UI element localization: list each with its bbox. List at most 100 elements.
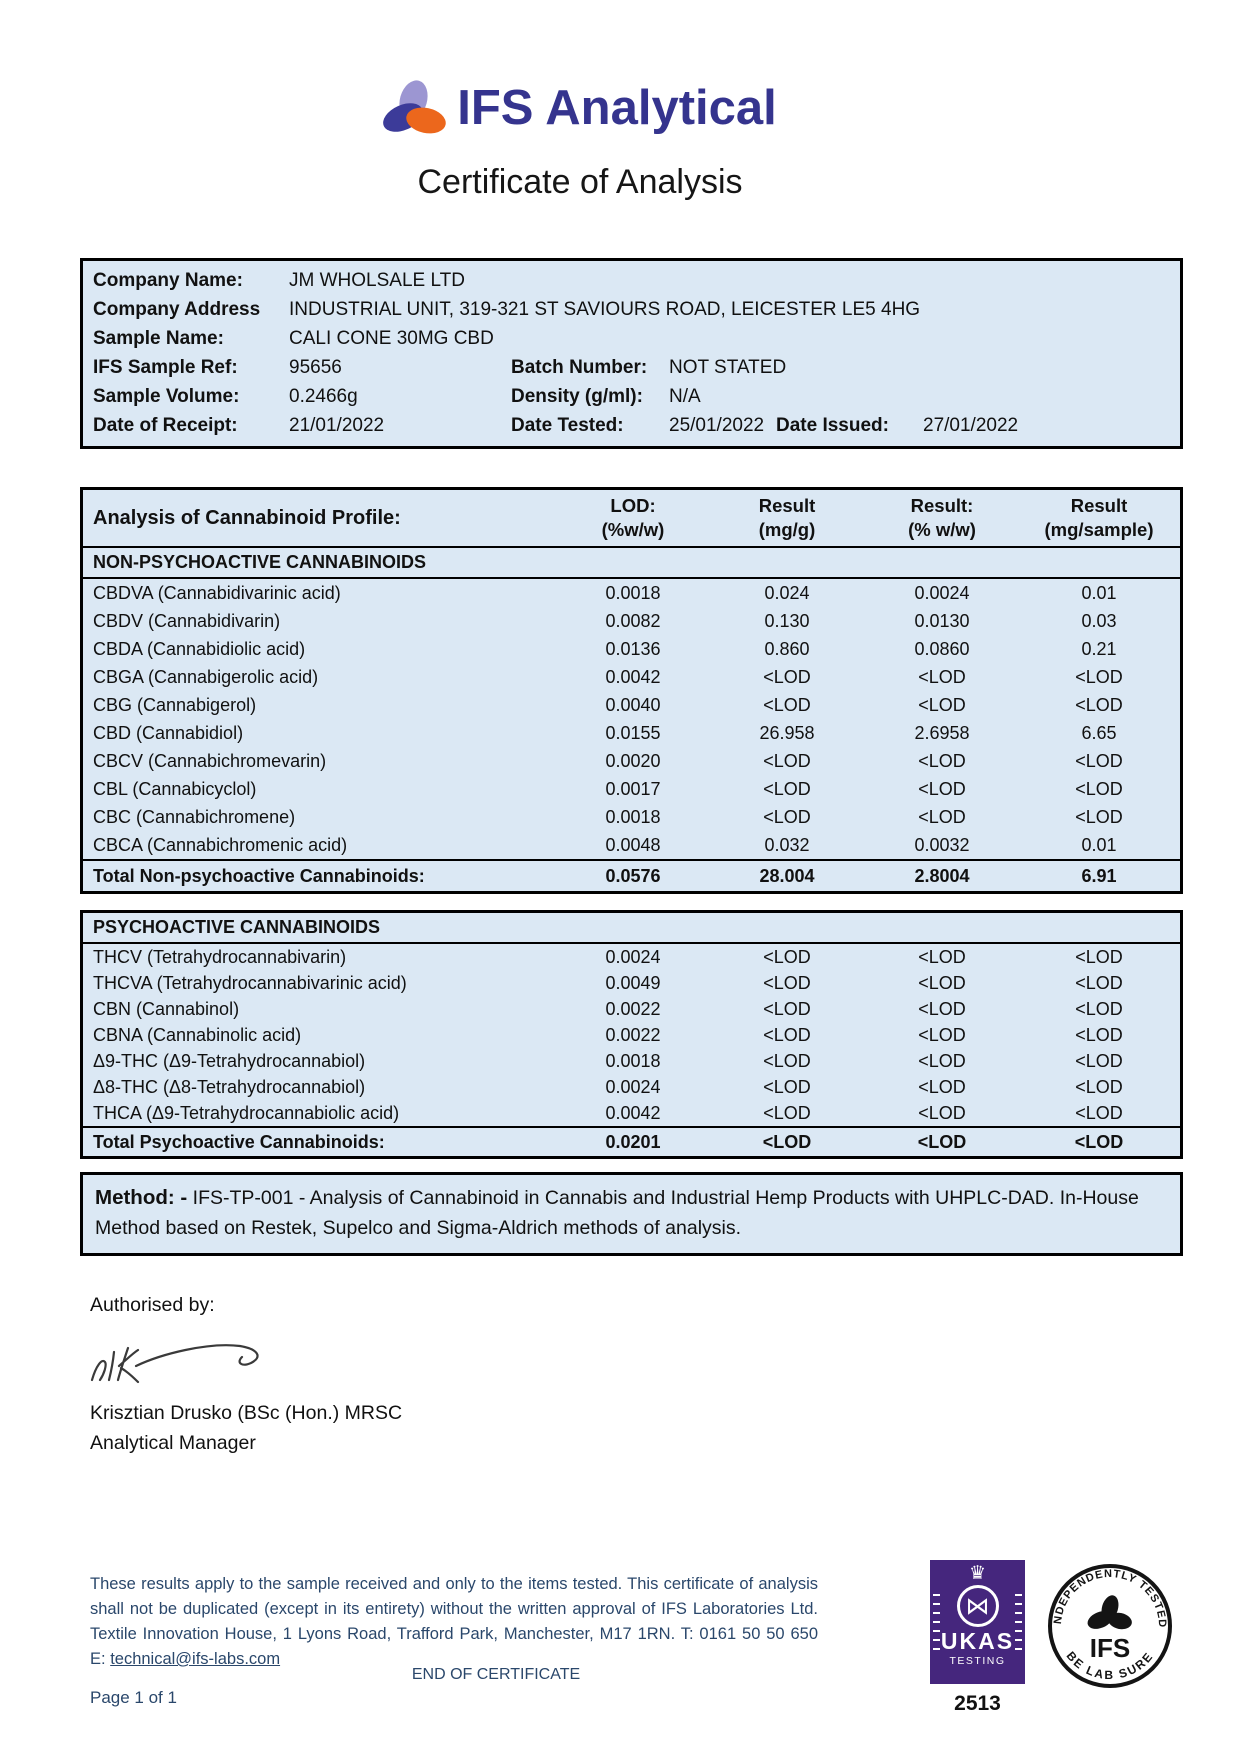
analyte-value: 0.01 — [1081, 835, 1117, 855]
table-row: Δ8-THC (Δ8-Tetrahydrocannabiol) 0.0024 <LO… — [83, 1074, 1180, 1100]
analyte-value: <LOD — [918, 947, 966, 967]
analyte-value: 0.0020 — [605, 751, 661, 771]
signer-name: Krisztian Drusko (BSc (Hon.) MRSC — [90, 1402, 403, 1424]
analyte-name: CBDVA (Cannabidivarinic acid) — [93, 583, 341, 603]
analyte-value: 0.0048 — [605, 835, 661, 855]
analyte-value: <LOD — [1075, 751, 1123, 771]
analyte-value: 0.0860 — [914, 639, 970, 659]
analyte-name: CBC (Cannabichromene) — [93, 807, 296, 827]
table-row: CBDA (Cannabidiolic acid) 0.0136 0.860 0.08… — [83, 635, 1180, 663]
method-text: IFS-TP-001 - Analysis of Cannabinoid in … — [95, 1187, 1139, 1239]
total-row: Total Non-psychoactive Cannabinoids: 0.0… — [83, 859, 1180, 891]
analyte-value: 0.21 — [1081, 639, 1117, 659]
analyte-value: <LOD — [918, 1103, 966, 1123]
footer-disclaimer: These results apply to the sample receiv… — [90, 1572, 818, 1672]
info-row: Sample Volume: 0.2466g Density (g/ml): N… — [83, 382, 1180, 411]
analyte-value: 0.0022 — [605, 999, 661, 1019]
section-heading: PSYCHOACTIVE CANNABINOIDS — [83, 913, 1180, 944]
info-label: Date Tested: — [511, 415, 624, 436]
analyte-value: 0.0040 — [605, 695, 661, 715]
analyte-name: CBCA (Cannabichromenic acid) — [93, 835, 348, 855]
analyte-value: <LOD — [763, 947, 811, 967]
analyte-value: 0.0018 — [605, 807, 661, 827]
seal-logo-icon — [1087, 1595, 1132, 1630]
ukas-sublabel: TESTING — [949, 1655, 1006, 1667]
column-header-lod: LOD: (%w/w) — [558, 494, 708, 542]
info-value: 25/01/2022 — [669, 415, 765, 436]
signer-role: Analytical Manager — [90, 1432, 256, 1454]
info-row: Company Address INDUSTRIAL UNIT, 319-321… — [83, 295, 1180, 324]
info-label: IFS Sample Ref: — [93, 357, 238, 378]
info-value: CALI CONE 30MG CBD — [289, 328, 494, 349]
analyte-value: <LOD — [918, 751, 966, 771]
analyte-value: 6.65 — [1081, 723, 1117, 743]
analyte-value: 0.01 — [1081, 583, 1117, 603]
analyte-value: 2.6958 — [914, 723, 970, 743]
analyte-name: THCV (Tetrahydrocannabivarin) — [93, 947, 347, 967]
ifs-seal: INDEPENDENTLY TESTED BE LAB SURE IFS — [1044, 1553, 1174, 1690]
analyte-value: <LOD — [918, 1077, 966, 1097]
analyte-name: CBGA (Cannabigerolic acid) — [93, 667, 319, 687]
analyte-value: 0.032 — [764, 835, 810, 855]
analyte-value: <LOD — [763, 1025, 811, 1045]
analyte-value: <LOD — [918, 779, 966, 799]
total-label: Total Non-psychoactive Cannabinoids: — [93, 866, 425, 886]
disclaimer-text: These results apply to the sample receiv… — [90, 1575, 818, 1668]
analyte-value: 0.130 — [764, 611, 810, 631]
crown-icon: ♛ — [968, 1563, 987, 1584]
info-value: 0.2466g — [289, 386, 358, 407]
analyte-value: <LOD — [918, 973, 966, 993]
ukas-tick-marks — [933, 1594, 940, 1652]
column-header-line: (%w/w) — [601, 519, 665, 540]
analyte-value: <LOD — [763, 667, 811, 687]
info-value: JM WHOLSALE LTD — [289, 270, 465, 291]
analyte-value: <LOD — [1075, 999, 1123, 1019]
analyte-value: 0.0082 — [605, 611, 661, 631]
analyte-name: THCA (Δ9-Tetrahydrocannabiolic acid) — [93, 1103, 400, 1123]
analyte-name: CBDA (Cannabidiolic acid) — [93, 639, 306, 659]
analyte-value: <LOD — [918, 1051, 966, 1071]
total-value: 0.0576 — [605, 866, 661, 886]
info-row: Sample Name: CALI CONE 30MG CBD — [83, 324, 1180, 353]
analysis-table-title: Analysis of Cannabinoid Profile: — [93, 506, 401, 529]
analyte-value: <LOD — [1075, 973, 1123, 993]
table-row: CBC (Cannabichromene) 0.0018 <LOD <LOD <LOD — [83, 803, 1180, 831]
total-label: Total Psychoactive Cannabinoids: — [93, 1132, 385, 1152]
analyte-value: 0.0042 — [605, 667, 661, 687]
psychoactive-table: PSYCHOACTIVE CANNABINOIDS THCV (Tetrahyd… — [80, 910, 1183, 1159]
ifs-logo-icon — [378, 77, 449, 138]
analyte-value: <LOD — [763, 751, 811, 771]
analyte-name: CBG (Cannabigerol) — [93, 695, 257, 715]
info-value: NOT STATED — [669, 357, 787, 378]
total-value: <LOD — [917, 1132, 967, 1152]
analyte-name: CBD (Cannabidiol) — [93, 723, 244, 743]
column-header-line: (mg/g) — [758, 519, 816, 540]
analysis-table-header: Analysis of Cannabinoid Profile: LOD: (%… — [83, 490, 1180, 548]
method-box: Method: - IFS-TP-001 - Analysis of Canna… — [80, 1172, 1183, 1256]
seal-center-text: IFS — [1090, 1633, 1130, 1663]
sample-info-table: Company Name: JM WHOLSALE LTD Company Ad… — [80, 258, 1183, 449]
email-link[interactable]: technical@ifs-labs.com — [110, 1650, 281, 1668]
analyte-name: THCVA (Tetrahydrocannabivarinic acid) — [93, 973, 407, 993]
analyte-value: 0.0018 — [605, 1051, 661, 1071]
analyte-name: CBCV (Cannabichromevarin) — [93, 751, 327, 771]
table-row: CBG (Cannabigerol) 0.0040 <LOD <LOD <LOD — [83, 691, 1180, 719]
analyte-value: 0.0032 — [914, 835, 970, 855]
analyte-value: <LOD — [918, 807, 966, 827]
analyte-value: <LOD — [763, 695, 811, 715]
info-label: Sample Name: — [93, 328, 224, 349]
analyte-name: CBDV (Cannabidivarin) — [93, 611, 281, 631]
analyte-name: CBN (Cannabinol) — [93, 999, 240, 1019]
column-header-line: Result: — [910, 495, 974, 516]
column-header-line: LOD: — [610, 495, 656, 516]
table-row: CBN (Cannabinol) 0.0022 <LOD <LOD <LOD — [83, 996, 1180, 1022]
analyte-value: 0.0024 — [605, 947, 661, 967]
analyte-value: 0.0024 — [605, 1077, 661, 1097]
table-body: CBDVA (Cannabidivarinic acid) 0.0018 0.024… — [83, 579, 1180, 859]
analyte-value: <LOD — [1075, 667, 1123, 687]
analyte-value: <LOD — [763, 1077, 811, 1097]
column-header-result-mg-g: Result (mg/g) — [708, 494, 866, 542]
total-value: <LOD — [1074, 1132, 1124, 1152]
analyte-value: 0.0136 — [605, 639, 661, 659]
